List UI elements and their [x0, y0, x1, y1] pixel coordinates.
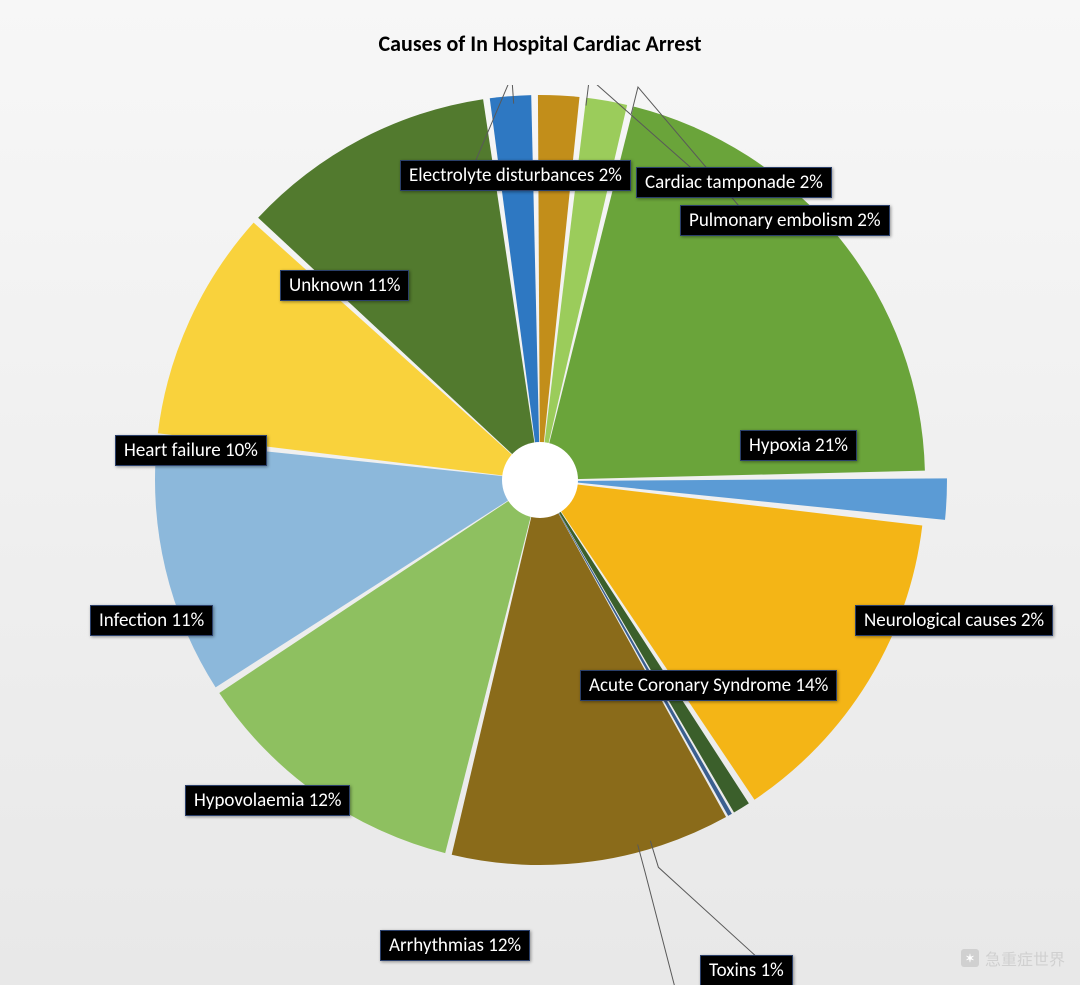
slice-label: Unknown 11%: [280, 270, 409, 301]
pie-hub: [502, 442, 578, 518]
slice-label: Cardiac tamponade 2%: [636, 167, 832, 198]
slice-label: Hypovolaemia 12%: [185, 785, 350, 816]
slice-label: Arrhythmias 12%: [380, 930, 530, 961]
leader-line: [638, 844, 680, 985]
slice-label: Heart failure 10%: [115, 435, 267, 466]
slice-label: Hypoxia 21%: [740, 430, 857, 461]
watermark-icon: ✶: [961, 949, 979, 967]
leader-line: [650, 841, 770, 969]
slice-label: Infection 11%: [90, 605, 213, 636]
watermark-text: 急重症世界: [985, 946, 1065, 970]
slice-label: Neurological causes 2%: [855, 605, 1053, 636]
slice-label: Electrolyte disturbances 2%: [400, 160, 631, 191]
chart-title: Causes of In Hospital Cardiac Arrest: [0, 30, 1080, 57]
slice-label: Pulmonary embolism 2%: [680, 205, 890, 236]
slice-label: Toxins 1%: [700, 955, 793, 985]
watermark: ✶ 急重症世界: [961, 946, 1065, 970]
slice-label: Acute Coronary Syndrome 14%: [580, 670, 837, 701]
pie-chart: Electrolyte disturbances 2%Cardiac tampo…: [0, 85, 1080, 985]
